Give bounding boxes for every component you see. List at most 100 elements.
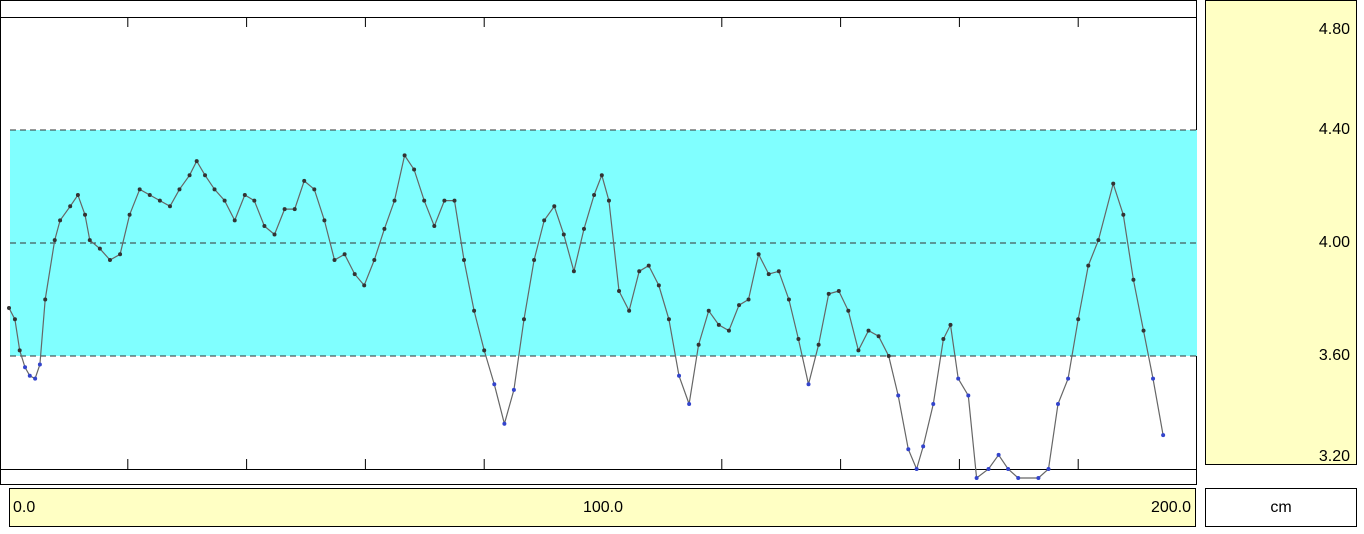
data-point — [252, 198, 257, 203]
data-point — [776, 269, 781, 274]
data-point — [462, 257, 467, 262]
data-point — [846, 308, 851, 313]
data-point — [212, 187, 217, 192]
y-tick-label: 4.00 — [1319, 234, 1350, 251]
data-point — [262, 224, 267, 229]
data-point — [856, 348, 861, 353]
data-point — [482, 348, 487, 353]
data-point — [677, 373, 682, 378]
data-point — [1056, 402, 1061, 407]
data-point — [382, 226, 387, 231]
data-point — [737, 303, 742, 308]
data-point — [806, 382, 811, 387]
data-point — [33, 376, 38, 381]
unit-panel — [1205, 488, 1357, 527]
data-point — [716, 322, 721, 327]
data-point — [187, 173, 192, 178]
data-point — [1076, 317, 1081, 322]
data-point — [272, 232, 277, 237]
data-point — [726, 328, 731, 333]
data-point — [118, 252, 123, 257]
data-point — [1046, 467, 1051, 471]
y-tick-label: 4.80 — [1319, 21, 1350, 38]
data-point — [511, 387, 516, 392]
data-point — [592, 192, 597, 197]
data-point — [322, 218, 327, 223]
y-tick-label: 4.40 — [1319, 121, 1350, 138]
data-point — [312, 187, 317, 192]
data-point — [1141, 328, 1146, 333]
data-point — [442, 198, 447, 203]
data-point — [222, 198, 227, 203]
y-tick-label: 3.20 — [1319, 448, 1350, 465]
data-point — [43, 297, 48, 302]
y-axis-panel — [1205, 0, 1357, 465]
data-point — [696, 342, 701, 347]
data-point — [362, 283, 367, 288]
data-point — [766, 272, 771, 277]
data-point — [786, 297, 791, 302]
data-point — [746, 297, 751, 302]
data-point — [167, 204, 172, 209]
data-point — [1161, 433, 1166, 438]
data-point — [606, 198, 611, 203]
data-point — [866, 328, 871, 333]
data-point — [706, 308, 711, 313]
data-point — [627, 308, 632, 313]
data-point — [637, 269, 642, 274]
data-point — [561, 232, 566, 237]
data-point — [1151, 376, 1156, 381]
data-point — [966, 393, 971, 398]
data-point — [292, 207, 297, 212]
data-point — [402, 153, 407, 158]
data-point — [422, 198, 427, 203]
x-tick-label: 200.0 — [1151, 499, 1191, 516]
data-point — [756, 252, 761, 257]
data-point — [127, 212, 132, 217]
data-point — [17, 348, 22, 353]
data-point — [521, 317, 526, 322]
data-point — [571, 269, 576, 274]
data-point — [956, 376, 961, 381]
data-point — [617, 289, 622, 294]
data-point — [656, 283, 661, 288]
data-point — [502, 421, 507, 426]
data-point — [75, 192, 80, 197]
data-point — [342, 252, 347, 257]
data-point — [914, 467, 919, 471]
data-point — [58, 218, 63, 223]
data-point — [332, 257, 337, 262]
data-point — [203, 173, 208, 178]
x-tick-label: 100.0 — [583, 499, 623, 516]
data-point — [83, 212, 88, 217]
data-point — [87, 238, 92, 243]
y-tick-label: 3.60 — [1319, 347, 1350, 364]
data-point — [646, 263, 651, 268]
data-point — [12, 317, 17, 322]
data-point — [906, 447, 911, 452]
data-point — [1131, 277, 1136, 282]
data-point — [232, 218, 237, 223]
data-point — [666, 317, 671, 322]
data-point — [302, 178, 307, 183]
data-point — [532, 257, 537, 262]
data-point — [372, 257, 377, 262]
data-point — [687, 402, 692, 407]
data-point — [948, 322, 953, 327]
data-point — [1036, 476, 1041, 480]
x-tick-label: 0.0 — [13, 499, 35, 516]
data-point — [1006, 467, 1011, 471]
data-point — [542, 218, 547, 223]
data-point — [492, 382, 497, 387]
data-point — [97, 246, 102, 251]
data-point — [836, 289, 841, 294]
data-point — [921, 444, 926, 449]
data-point — [52, 238, 57, 243]
data-point — [107, 257, 112, 262]
data-point — [37, 362, 42, 367]
data-point — [137, 187, 142, 192]
data-point — [1086, 263, 1091, 268]
x-axis-unit: cm — [1270, 499, 1291, 516]
data-point — [896, 393, 901, 398]
